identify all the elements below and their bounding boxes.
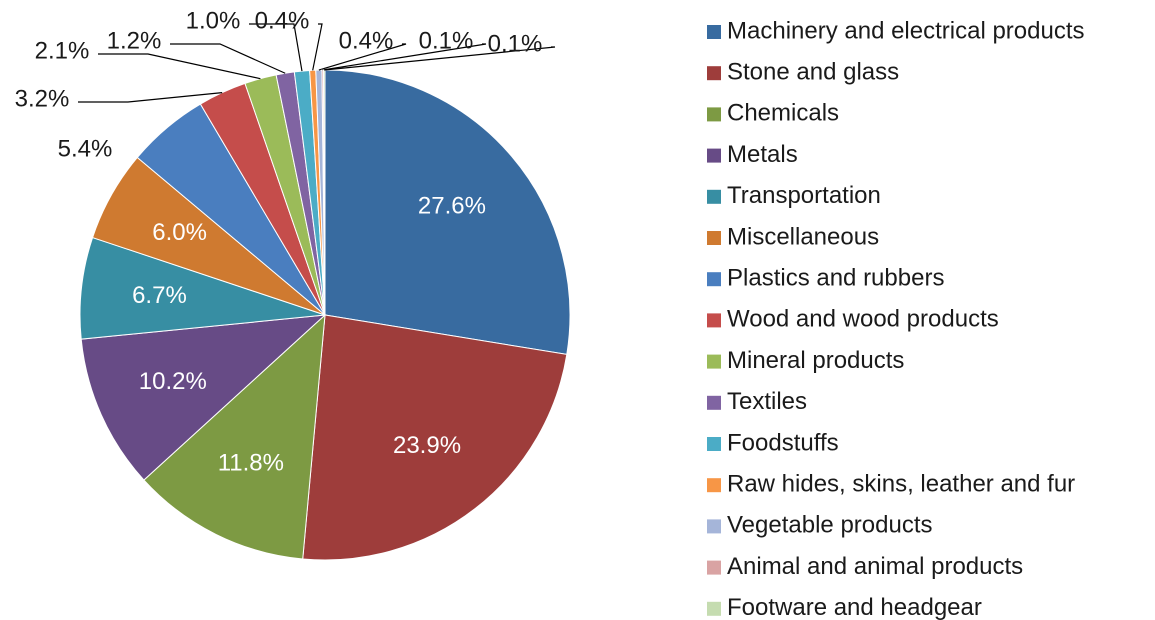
data-label: 0.1% — [488, 30, 543, 57]
pie-slice — [302, 314, 568, 561]
data-label: 10.2% — [139, 368, 207, 395]
legend-label: Transportation — [727, 182, 881, 209]
legend-label: Stone and glass — [727, 59, 899, 86]
leader-line — [98, 53, 261, 80]
leader-line — [78, 92, 223, 103]
legend-swatch — [707, 354, 721, 369]
legend-label: Mineral products — [727, 347, 904, 374]
data-label: 1.2% — [107, 27, 162, 54]
pie-slice — [80, 314, 327, 481]
legend-swatch — [707, 478, 721, 493]
leader-line — [318, 43, 407, 71]
legend-label: Footware and headgear — [727, 594, 982, 620]
legend-label: Machinery and electrical products — [727, 17, 1085, 44]
legend-label: Wood and wood products — [727, 306, 999, 333]
legend-swatch — [707, 437, 721, 451]
leader-line — [324, 46, 556, 71]
pie-slice — [143, 313, 326, 560]
legend-swatch — [707, 66, 721, 81]
legend-label: Raw hides, skins, leather and fur — [727, 471, 1075, 498]
legend-swatch — [707, 313, 721, 328]
data-label: 11.8% — [218, 450, 284, 477]
leader-line — [312, 23, 323, 71]
leader-line — [170, 43, 286, 74]
legend-swatch — [707, 107, 721, 122]
legend-label: Animal and animal products — [727, 553, 1023, 580]
legend-label: Vegetable products — [727, 512, 933, 539]
legend-swatch — [707, 395, 721, 410]
data-label: 3.2% — [15, 85, 70, 112]
data-label: 5.4% — [58, 135, 113, 162]
data-label: 6.0% — [152, 219, 207, 246]
data-label: 0.1% — [419, 27, 474, 54]
legend-swatch — [707, 272, 721, 287]
legend-label: Metals — [727, 141, 798, 168]
data-label: 23.9% — [393, 432, 461, 459]
leader-line — [322, 43, 487, 71]
data-label: 2.1% — [35, 37, 90, 64]
data-label: 1.0% — [186, 7, 241, 34]
legend-swatch — [707, 148, 721, 163]
legend-swatch — [707, 560, 721, 575]
legend-label: Textiles — [727, 388, 807, 415]
legend-label: Plastics and rubbers — [727, 265, 944, 292]
data-label: 27.6% — [418, 192, 486, 219]
legend-label: Foodstuffs — [727, 429, 839, 456]
legend-swatch — [707, 189, 721, 204]
legend-swatch — [707, 519, 721, 534]
pie-slice — [324, 69, 571, 356]
legend-swatch — [707, 25, 721, 39]
leader-line — [249, 23, 303, 72]
legend-label: Chemicals — [727, 100, 839, 127]
data-label: 0.4% — [339, 27, 394, 54]
data-label: 0.4% — [255, 7, 310, 34]
legend-swatch — [707, 601, 721, 616]
legend-label: Miscellaneous — [727, 223, 879, 250]
data-label: 6.7% — [132, 282, 187, 309]
legend-swatch — [707, 231, 721, 245]
